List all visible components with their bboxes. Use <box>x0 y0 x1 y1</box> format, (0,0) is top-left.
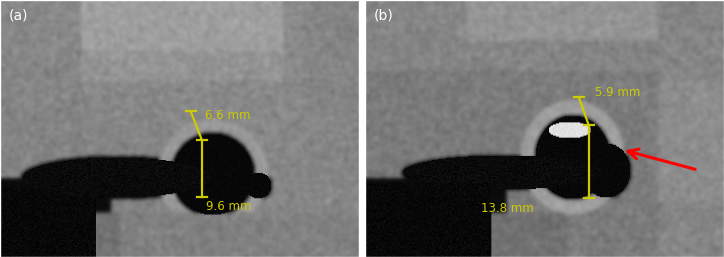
Text: 13.8 mm: 13.8 mm <box>481 202 534 215</box>
Text: 6.6 mm: 6.6 mm <box>205 109 251 122</box>
Text: (b): (b) <box>374 8 394 22</box>
Text: (a): (a) <box>9 8 28 22</box>
Text: 9.6 mm: 9.6 mm <box>206 200 251 213</box>
Text: 5.9 mm: 5.9 mm <box>595 86 640 99</box>
